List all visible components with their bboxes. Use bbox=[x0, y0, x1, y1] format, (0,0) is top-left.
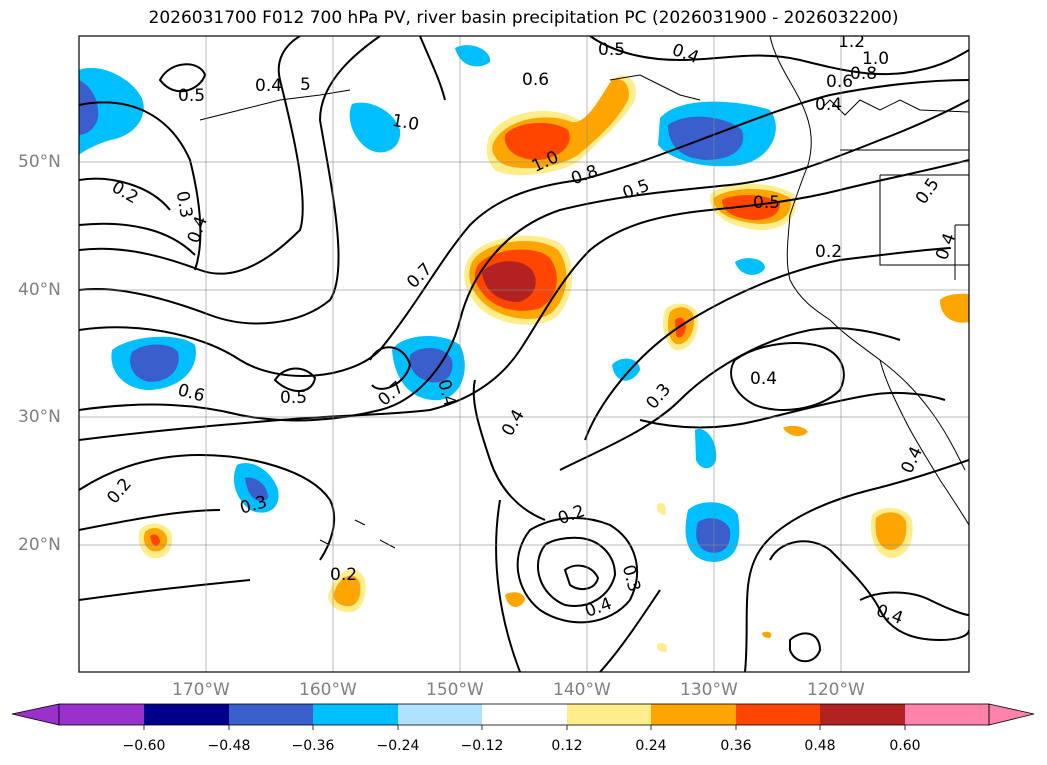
lat-label-40n: 40°N bbox=[18, 280, 61, 300]
colorbar-tick-label: 0.48 bbox=[804, 738, 836, 754]
contour-label: 0.2 bbox=[555, 501, 587, 529]
contour-label: 0.7 bbox=[403, 259, 436, 292]
colorbar-tick-label: −0.12 bbox=[460, 738, 504, 754]
contour-label: 0.4 bbox=[873, 601, 905, 629]
colorbar-tick-label: −0.24 bbox=[376, 738, 420, 754]
map-title: 2026031700 F012 700 hPa PV, river basin … bbox=[148, 8, 899, 28]
contour-label: 0.3 bbox=[172, 190, 196, 220]
contour-label: 0.5 bbox=[912, 174, 944, 208]
lon-label-160w: 160°W bbox=[299, 680, 357, 700]
colorbar-tick-label: −0.36 bbox=[291, 738, 335, 754]
colorbar-tick-label: 0.12 bbox=[551, 738, 583, 754]
contour-label: 0.6 bbox=[826, 72, 853, 92]
colorbar-tick-label: −0.48 bbox=[207, 738, 251, 754]
precip-shading bbox=[79, 45, 969, 652]
contour-label: 0.4 bbox=[669, 40, 701, 68]
contour-label: 1.0 bbox=[862, 49, 889, 69]
contour-label: 0.6 bbox=[522, 70, 549, 90]
colorbar-tick-label: 0.60 bbox=[889, 738, 921, 754]
gridlines bbox=[79, 36, 969, 672]
colorbar-tick-label: 0.24 bbox=[635, 738, 667, 754]
contour-label: 0.4 bbox=[897, 444, 927, 477]
contour-label: 0.6 bbox=[176, 380, 207, 406]
lat-label-50n: 50°N bbox=[18, 152, 61, 172]
contour-label: 0.5 bbox=[598, 40, 625, 60]
contour-label: 0.2 bbox=[108, 177, 141, 208]
contour-label: 0.3 bbox=[618, 563, 644, 594]
colorbar-extend-max bbox=[988, 703, 1035, 726]
contour-label: 0.2 bbox=[103, 474, 136, 508]
lon-label-130w: 130°W bbox=[680, 680, 738, 700]
lon-label-120w: 120°W bbox=[807, 680, 865, 700]
contour-label: 0.4 bbox=[815, 95, 842, 115]
plot-frame bbox=[78, 35, 970, 673]
lon-label-170w: 170°W bbox=[172, 680, 230, 700]
contour-label: 0.2 bbox=[815, 242, 842, 262]
contour-label: 0.5 bbox=[178, 86, 205, 106]
contour-label: 0.4 bbox=[932, 231, 960, 263]
lon-label-140w: 140°W bbox=[553, 680, 611, 700]
contour-label: 0.4 bbox=[498, 406, 529, 439]
coastlines bbox=[199, 36, 969, 549]
contour-label: 0.4 bbox=[255, 76, 282, 96]
contour-label: 0.2 bbox=[330, 565, 357, 585]
contour-label: 0.5 bbox=[280, 388, 307, 408]
colorbar-extend-min bbox=[11, 703, 60, 726]
contour-label: 0.4 bbox=[184, 214, 212, 246]
colorbar-tick-label: 0.36 bbox=[720, 738, 752, 754]
contour-label: 0.5 bbox=[620, 176, 652, 204]
contour-label: 1.2 bbox=[838, 32, 865, 52]
lat-label-20n: 20°N bbox=[18, 535, 61, 555]
contour-label: 5 bbox=[300, 75, 311, 95]
lat-label-30n: 30°N bbox=[18, 407, 61, 427]
colorbar bbox=[11, 703, 1035, 730]
contour-label: 1.0 bbox=[390, 111, 420, 135]
contour-label: 0.8 bbox=[850, 64, 877, 84]
lon-label-150w: 150°W bbox=[426, 680, 484, 700]
contour-label: 0.8 bbox=[569, 161, 601, 189]
colorbar-tick-label: −0.60 bbox=[122, 738, 166, 754]
contour-label: 0.4 bbox=[750, 369, 777, 389]
contour-label: 0.5 bbox=[753, 193, 780, 213]
